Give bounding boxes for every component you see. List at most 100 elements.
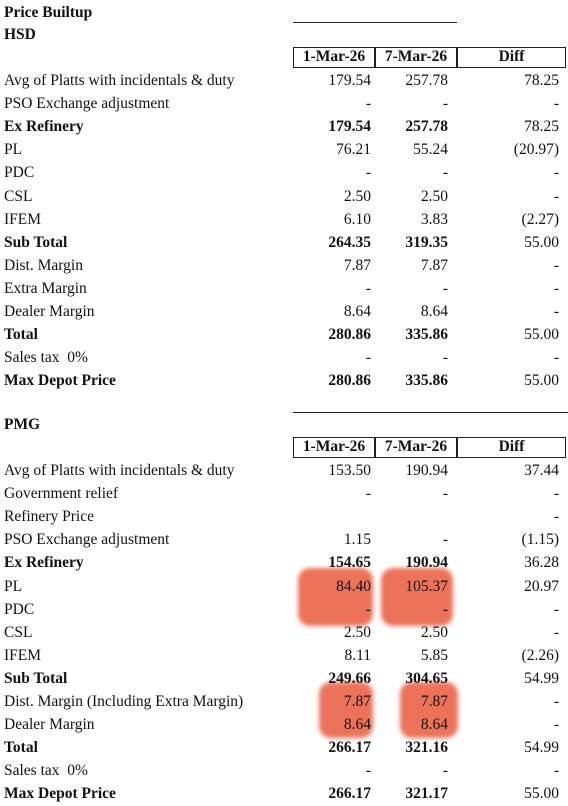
cell-value: 36.28	[524, 554, 559, 572]
cell-value: 7.87	[420, 693, 448, 710]
cell-value: -	[442, 485, 448, 503]
cell-value: (20.97)	[513, 141, 559, 159]
cell-value: -	[365, 279, 371, 297]
cell-value: -	[365, 95, 371, 113]
cell-value: -	[365, 600, 371, 618]
cell-value: (2.26)	[521, 646, 559, 664]
row-label: Avg of Platts with incidentals & duty	[4, 462, 235, 479]
cell-value: 264.35	[328, 233, 371, 251]
cell-value: 304.65	[405, 669, 448, 687]
cell-value: -	[365, 164, 371, 182]
header-cell	[375, 437, 457, 458]
cell-value: 179.54	[328, 118, 371, 136]
row-label: Dealer Margin	[4, 303, 95, 320]
cell-value: -	[442, 349, 448, 367]
row-label: Dist. Margin	[4, 256, 83, 274]
cell-value: 8.64	[343, 303, 371, 320]
column-header: Diff	[498, 48, 525, 65]
cell-value: 257.78	[405, 72, 448, 89]
row-label: Dealer Margin	[4, 716, 95, 734]
cell-value: -	[442, 95, 448, 113]
cell-value: 266.17	[328, 739, 371, 757]
cell-value: -	[553, 349, 559, 367]
cell-value: -	[442, 531, 448, 549]
rule	[293, 412, 568, 413]
row-label: Ex Refinery	[4, 554, 84, 572]
cell-value: 8.64	[420, 716, 448, 734]
cell-value: 8.64	[343, 716, 371, 734]
cell-value	[375, 506, 448, 528]
cell-value: -	[553, 303, 559, 320]
cell-value: 321.17	[405, 785, 448, 803]
row-label: Max Depot Price	[4, 372, 116, 390]
cell-value: -	[365, 485, 371, 503]
cell-value: 7.87	[343, 256, 371, 274]
cell-value	[293, 506, 371, 528]
cell-value: -	[442, 762, 448, 780]
row-label: CSL	[4, 623, 33, 641]
cell-value: 55.00	[524, 372, 559, 390]
row-label: Total	[4, 739, 38, 757]
cell-value: 7.87	[420, 256, 448, 274]
column-header: Diff	[498, 438, 525, 455]
column-header: 7-Mar-26	[384, 438, 448, 455]
row-label: Dist. Margin (Including Extra Margin)	[4, 693, 244, 710]
row-label: Avg of Platts with incidentals & duty	[4, 72, 235, 89]
cell-value: 84.40	[336, 577, 371, 595]
cell-value: -	[553, 95, 559, 113]
cell-value: 321.16	[405, 739, 448, 757]
row-label: Government relief	[4, 485, 119, 503]
row-label: Max Depot Price	[4, 785, 116, 803]
row-label: PSO Exchange adjustment	[4, 95, 170, 113]
row-label: IFEM	[4, 210, 42, 228]
highlight	[381, 568, 453, 626]
cell-value: 154.65	[328, 554, 371, 572]
cell-value: -	[553, 623, 559, 641]
cell-value: -	[365, 349, 371, 367]
cell-value: 78.25	[524, 118, 559, 136]
cell-value: 2.50	[343, 187, 371, 205]
cell-value: 2.50	[420, 623, 448, 641]
highlight	[400, 682, 458, 738]
cell-value: 335.86	[405, 372, 448, 390]
header-cell	[457, 47, 566, 68]
cell-value: 280.86	[328, 326, 371, 344]
cell-value: -	[553, 716, 559, 734]
cell-value: 190.94	[405, 554, 448, 572]
rule	[293, 22, 457, 23]
header-cell	[375, 47, 457, 68]
row-label: PL	[4, 141, 23, 159]
row-label: Sales tax 0%	[4, 349, 88, 367]
cell-value: 55.00	[524, 233, 559, 251]
column-header: 7-Mar-26	[384, 48, 448, 65]
highlight	[319, 682, 373, 738]
row-label: Refinery Price	[4, 508, 94, 526]
cell-value: -	[365, 762, 371, 780]
column-header: 1-Mar-26	[302, 48, 366, 65]
cell-value: 179.54	[328, 72, 371, 89]
cell-value: 190.94	[405, 462, 448, 479]
row-label: PDC	[4, 600, 35, 618]
header-cell	[457, 437, 566, 458]
cell-value: 266.17	[328, 785, 371, 803]
section-name: HSD	[4, 26, 36, 43]
cell-value: 8.64	[420, 303, 448, 320]
cell-value: 280.86	[328, 372, 371, 390]
row-label: IFEM	[4, 646, 42, 664]
cell-value: 105.37	[405, 577, 448, 595]
cell-value: -	[553, 600, 559, 618]
cell-value: 2.50	[420, 187, 448, 205]
row-label: PL	[4, 577, 23, 595]
cell-value: 54.99	[524, 739, 559, 757]
cell-value: (1.15)	[521, 531, 559, 549]
title: Price Builtup	[4, 4, 93, 21]
cell-value: 7.87	[343, 693, 371, 710]
cell-value: 335.86	[405, 326, 448, 344]
cell-value: 8.11	[344, 646, 371, 664]
row-label: PDC	[4, 164, 35, 182]
cell-value: -	[553, 762, 559, 780]
cell-value: 249.66	[328, 669, 371, 687]
cell-value: 3.83	[420, 210, 448, 228]
cell-value: -	[553, 279, 559, 297]
